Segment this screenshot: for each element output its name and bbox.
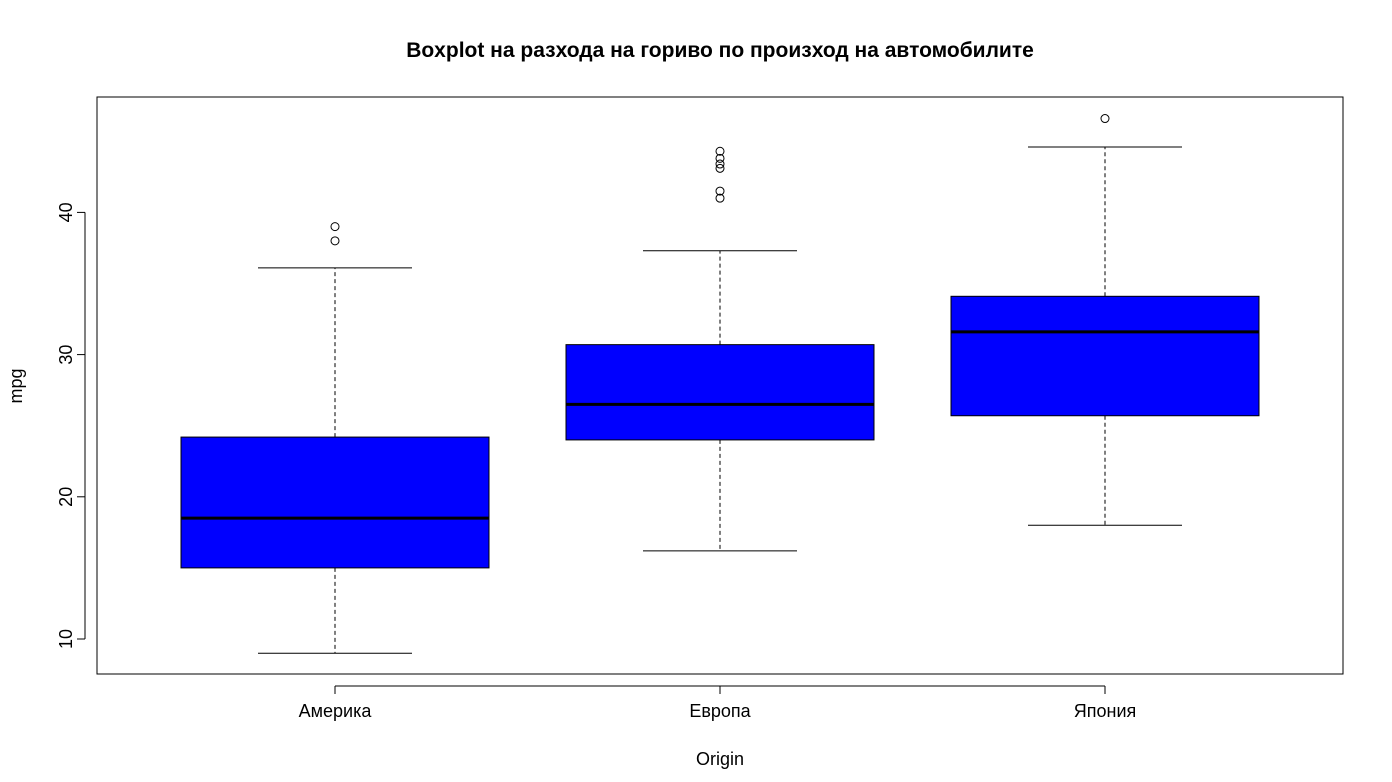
outlier-point: [715, 193, 725, 203]
y-tick-label: 40: [56, 202, 76, 222]
outlier-point: [1100, 114, 1110, 124]
y-axis: 10 20 30 40: [56, 202, 86, 649]
chart-title: Boxplot на разхода на гориво по произход…: [406, 39, 1034, 62]
box-2: [565, 146, 875, 552]
outlier-point: [715, 153, 725, 163]
iqr-box: [180, 436, 490, 569]
x-tick-label: Америка: [299, 701, 373, 721]
iqr-box: [565, 344, 875, 441]
outlier-point: [330, 236, 340, 246]
iqr-box: [950, 295, 1260, 417]
boxes-group: [180, 114, 1260, 654]
y-tick-label: 30: [56, 345, 76, 365]
y-tick-label: 10: [56, 629, 76, 649]
x-axis-title: Origin: [696, 749, 744, 769]
outlier-point: [715, 159, 725, 169]
box-3: [950, 114, 1260, 526]
y-tick-label: 20: [56, 487, 76, 507]
outlier-point: [715, 186, 725, 196]
plot-frame: [96, 96, 1344, 675]
x-axis: Америка Европа Япония: [299, 685, 1137, 721]
x-tick-label: Европа: [689, 701, 751, 721]
x-tick-label: Япония: [1074, 701, 1137, 721]
outlier-point: [715, 163, 725, 173]
y-axis-title: mpg: [6, 368, 26, 403]
outlier-point: [330, 222, 340, 232]
box-1: [180, 222, 490, 654]
outlier-point: [715, 146, 725, 156]
